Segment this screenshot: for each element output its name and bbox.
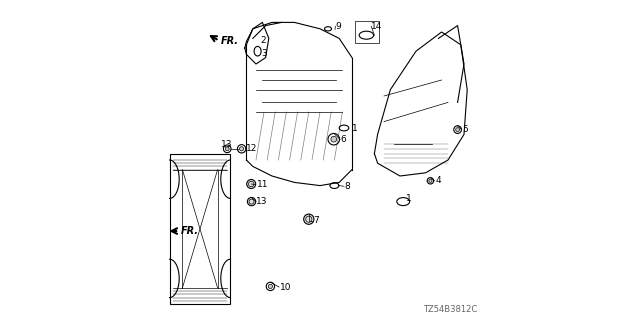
- Text: 1: 1: [352, 124, 358, 132]
- Text: 6: 6: [340, 135, 346, 144]
- Text: 5: 5: [462, 125, 468, 134]
- Circle shape: [456, 128, 460, 132]
- Text: 9: 9: [335, 22, 341, 31]
- Text: 1: 1: [406, 194, 412, 203]
- Text: 12: 12: [246, 144, 258, 153]
- Text: FR.: FR.: [221, 36, 239, 46]
- Circle shape: [239, 147, 244, 151]
- Text: 14: 14: [371, 22, 383, 31]
- Text: 13: 13: [256, 197, 268, 206]
- Text: 10: 10: [280, 283, 291, 292]
- Text: 8: 8: [344, 182, 350, 191]
- Text: 4: 4: [435, 176, 441, 185]
- Circle shape: [225, 147, 229, 151]
- Circle shape: [429, 179, 432, 182]
- Text: 11: 11: [257, 180, 268, 189]
- Circle shape: [247, 180, 255, 188]
- Circle shape: [247, 197, 255, 206]
- Text: TZ54B3812C: TZ54B3812C: [422, 305, 477, 314]
- Text: 13: 13: [221, 140, 233, 149]
- Text: 2: 2: [261, 36, 266, 44]
- Text: FR.: FR.: [181, 226, 199, 236]
- Text: 3: 3: [261, 49, 266, 58]
- Text: 7: 7: [314, 216, 319, 225]
- Circle shape: [304, 214, 314, 224]
- Circle shape: [331, 136, 337, 142]
- Circle shape: [268, 284, 273, 289]
